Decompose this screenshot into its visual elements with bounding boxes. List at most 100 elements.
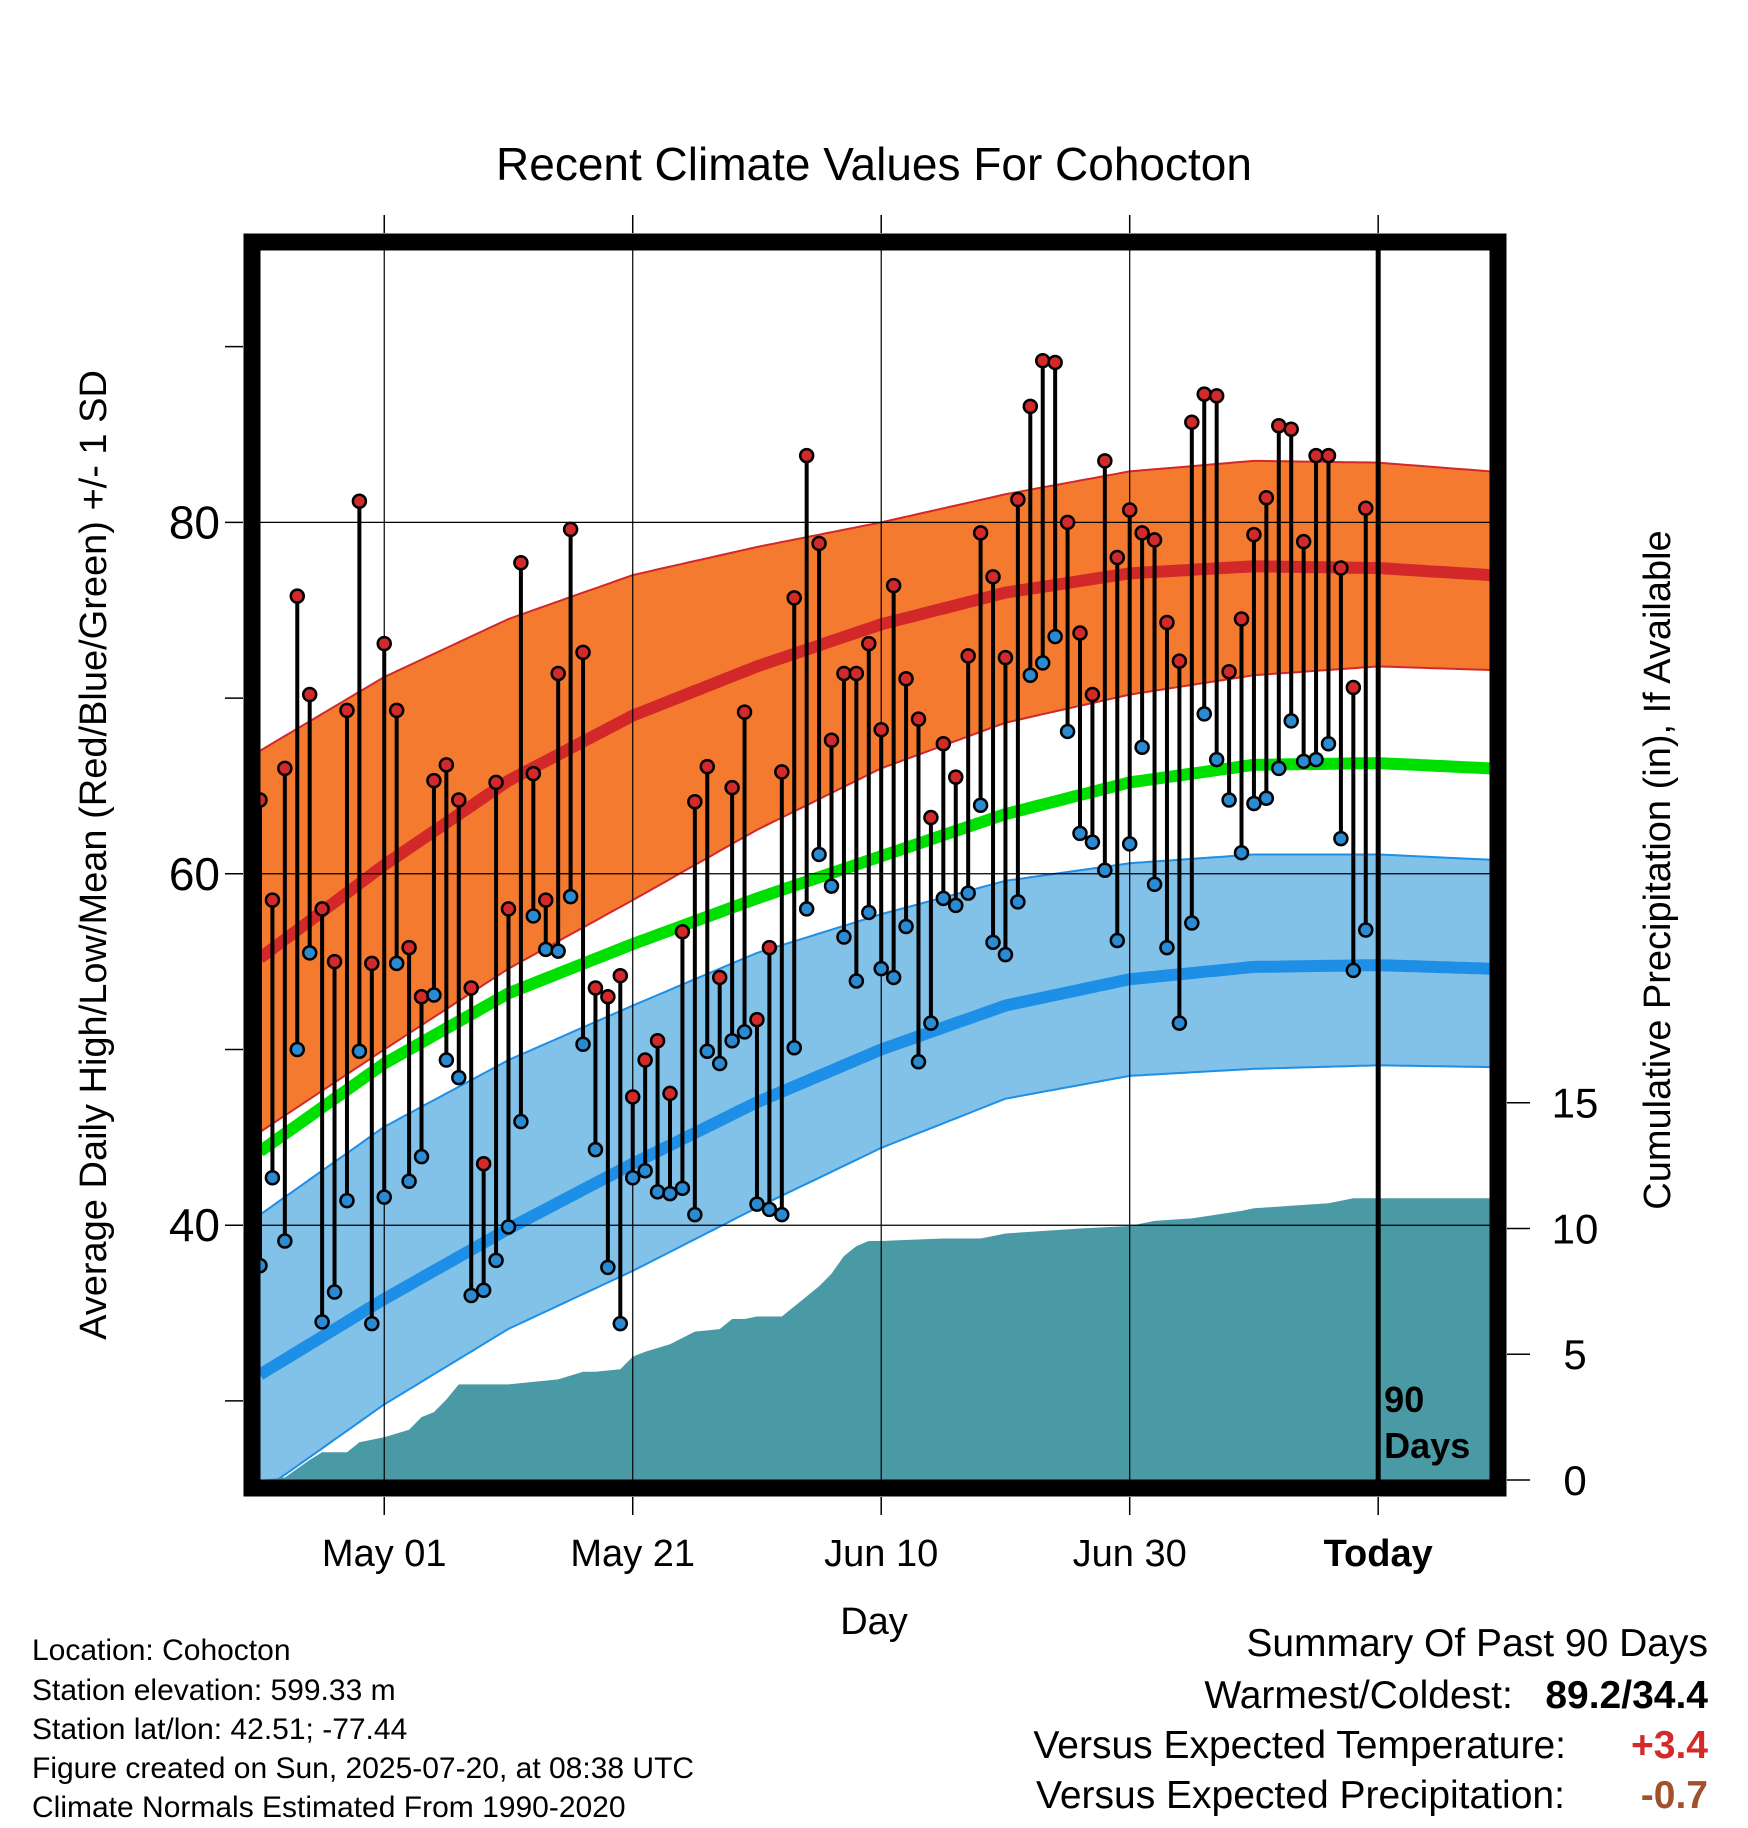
daily-low-point bbox=[1283, 713, 1299, 729]
daily-high-point bbox=[1283, 421, 1299, 437]
daily-high-point bbox=[413, 989, 430, 1005]
daily-high-point bbox=[637, 1052, 653, 1068]
daily-low-point bbox=[1271, 760, 1287, 777]
daily-high-point bbox=[786, 590, 802, 606]
daily-high-point bbox=[575, 644, 591, 661]
daily-low-point bbox=[1320, 736, 1337, 752]
daily-low-point bbox=[1246, 795, 1262, 812]
daily-high-point bbox=[1358, 500, 1374, 517]
daily-low-point bbox=[749, 1196, 765, 1212]
y-tick-label: 80 bbox=[169, 496, 220, 548]
plot-frame bbox=[243, 233, 1507, 1497]
daily-high-point bbox=[426, 772, 442, 789]
y2-tick-label: 10 bbox=[1552, 1205, 1599, 1252]
daily-low-point bbox=[960, 885, 976, 901]
normal-high-line bbox=[260, 560, 1490, 963]
daily-high-point bbox=[264, 892, 281, 908]
y-tick-label: 40 bbox=[169, 1199, 220, 1251]
daily-low-point bbox=[1034, 655, 1051, 671]
daily-high-point bbox=[1333, 560, 1349, 576]
daily-high-point bbox=[488, 774, 504, 791]
y2-tick-label: 5 bbox=[1563, 1331, 1586, 1378]
daily-low-point bbox=[637, 1162, 653, 1179]
y-tick-label: 60 bbox=[169, 848, 220, 900]
daily-low-point bbox=[388, 955, 405, 972]
daily-low-point bbox=[1059, 723, 1076, 740]
today-label-number: 90 bbox=[1384, 1379, 1424, 1420]
daily-high-point bbox=[500, 901, 517, 917]
daily-low-point bbox=[1258, 790, 1275, 806]
daily-low-point bbox=[786, 1039, 802, 1056]
daily-high-point bbox=[662, 1085, 678, 1102]
today-label-unit: Days bbox=[1384, 1425, 1470, 1466]
daily-high-point bbox=[1084, 686, 1101, 703]
created-text: Figure created on Sun, 2025-07-20, at 08… bbox=[32, 1752, 695, 1785]
daily-high-point bbox=[351, 493, 368, 510]
daily-high-point bbox=[923, 809, 939, 826]
daily-low-point bbox=[538, 941, 554, 958]
daily-high-point bbox=[711, 969, 728, 986]
daily-low-point bbox=[798, 901, 815, 917]
daily-low-point bbox=[1146, 876, 1163, 893]
y-axis-label: Average Daily High/Low/Mean (Red/Blue/Gr… bbox=[73, 370, 115, 1340]
daily-low-point bbox=[972, 797, 989, 814]
daily-low-point bbox=[513, 1113, 529, 1130]
daily-low-point bbox=[811, 846, 827, 863]
daily-low-point bbox=[1134, 739, 1150, 756]
daily-low-point bbox=[1196, 706, 1212, 722]
daily-low-point bbox=[426, 987, 442, 1003]
daily-low-point bbox=[401, 1173, 417, 1190]
daily-high-point bbox=[1146, 532, 1163, 548]
daily-high-point bbox=[736, 704, 753, 720]
daily-low-point bbox=[364, 1315, 380, 1332]
daily-low-point bbox=[339, 1192, 355, 1209]
daily-low-point bbox=[525, 908, 542, 924]
temp-value: +3.4 bbox=[1631, 1724, 1708, 1767]
daily-low-point bbox=[711, 1055, 728, 1072]
daily-high-point bbox=[1233, 611, 1250, 627]
daily-high-point bbox=[848, 665, 865, 682]
daily-high-point bbox=[1109, 549, 1126, 566]
daily-high-point bbox=[376, 635, 392, 652]
daily-high-point bbox=[1258, 490, 1275, 506]
daily-high-point bbox=[948, 769, 964, 785]
daily-high-point bbox=[1208, 388, 1225, 404]
daily-low-point bbox=[600, 1259, 616, 1276]
daily-low-point bbox=[1084, 834, 1101, 850]
daily-low-point bbox=[948, 897, 964, 914]
daily-low-point bbox=[1159, 939, 1175, 956]
daily-low-point bbox=[277, 1233, 293, 1249]
normals-period-text: Climate Normals Estimated From 1990-2020 bbox=[32, 1791, 626, 1824]
daily-high-point bbox=[861, 635, 877, 652]
daily-high-point bbox=[724, 779, 740, 796]
normal-low-line bbox=[260, 959, 1490, 1380]
daily-high-point bbox=[525, 765, 542, 782]
daily-high-point bbox=[960, 648, 976, 664]
daily-high-point bbox=[1184, 414, 1200, 430]
daily-low-point bbox=[774, 1206, 790, 1223]
summary-warmest-row: Warmest/Coldest: 89.2/34.4 bbox=[1204, 1674, 1708, 1718]
daily-low-point bbox=[1171, 1015, 1188, 1031]
daily-high-point bbox=[972, 525, 989, 541]
daily-high-point bbox=[612, 967, 629, 984]
daily-high-point bbox=[260, 792, 268, 808]
daily-high-point bbox=[1295, 533, 1312, 550]
daily-low-point bbox=[898, 918, 914, 935]
daily-low-point bbox=[463, 1287, 479, 1304]
daily-high-point bbox=[910, 711, 927, 727]
daily-low-point bbox=[687, 1206, 703, 1223]
daily-low-point bbox=[836, 929, 852, 945]
daily-high-point bbox=[1196, 386, 1212, 402]
daily-low-point bbox=[1010, 894, 1026, 910]
summary-temp-row: Versus Expected Temperature: +3.4 bbox=[1033, 1724, 1708, 1768]
x-axis-label: Day bbox=[840, 1601, 908, 1643]
daily-low-point bbox=[1208, 751, 1225, 768]
x-tick-label: Jun 30 bbox=[1073, 1533, 1187, 1575]
daily-high-point bbox=[774, 764, 790, 780]
daily-high-point bbox=[1121, 502, 1138, 518]
daily-high-point bbox=[674, 924, 691, 940]
daily-high-point bbox=[550, 665, 566, 682]
high-normal-band bbox=[260, 460, 1490, 1133]
daily-low-point bbox=[1047, 628, 1063, 645]
daily-low-point bbox=[413, 1148, 430, 1165]
